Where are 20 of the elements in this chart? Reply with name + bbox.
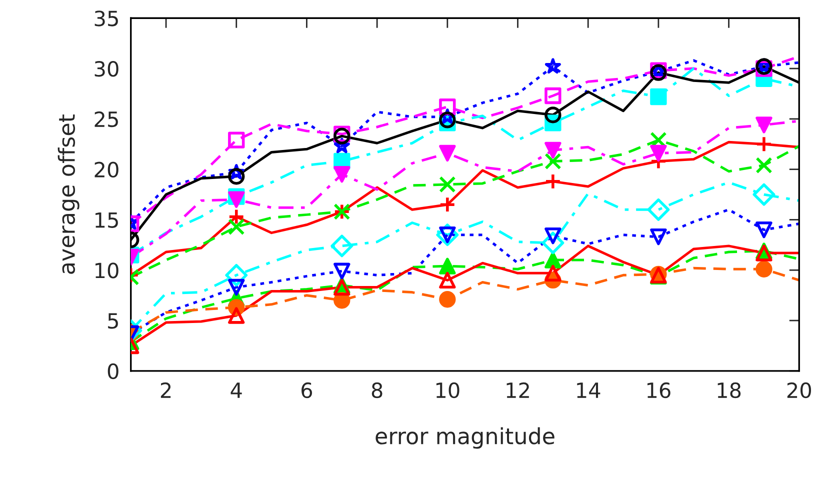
x-tick-label: 6 [302,382,312,398]
x-tick-label: 18 [718,382,741,398]
y-tick-label: 5 [108,313,118,329]
x-tick-label: 8 [372,382,382,398]
y-tick-label: 35 [94,10,118,26]
y-tick-label: 0 [108,363,118,380]
y-tick-label: 30 [94,60,118,77]
x-tick-label: 16 [647,382,670,398]
x-axis-title: error magnitude [376,427,554,449]
x-tick-label: 12 [506,382,529,398]
x-tick-label: 14 [577,382,600,398]
x-tick-label: 4 [230,382,242,398]
y-axis-title: average offset [58,114,80,274]
y-tick-label: 20 [94,162,118,178]
x-tick-label: 20 [787,382,812,398]
x-tick-label: 10 [436,382,460,398]
x-tick-label: 2 [160,382,171,398]
y-tick-label: 25 [94,111,118,128]
y-tick-label: 10 [96,262,118,278]
y-tick-label: 15 [96,212,118,228]
